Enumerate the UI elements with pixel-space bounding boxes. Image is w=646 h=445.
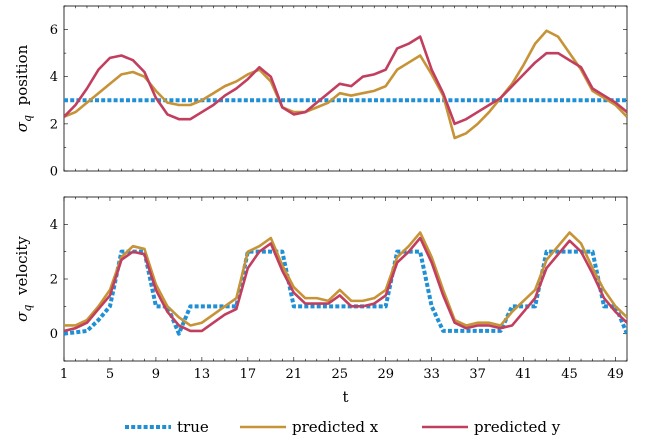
- x-tick-label: 37: [469, 367, 486, 382]
- y-tick-label: 2: [50, 117, 58, 132]
- y-axis-label: σq velocity: [13, 236, 34, 322]
- y-tick-label: 4: [50, 218, 58, 233]
- x-tick-label: 9: [152, 367, 160, 382]
- panel-position: 0 2 4 6 σq position: [13, 5, 628, 180]
- x-tick-label: 49: [607, 367, 624, 382]
- series-line-predicted-x-position: [64, 29, 627, 140]
- series-line-predicted-x-velocity: [64, 231, 627, 327]
- x-tick-label: 25: [331, 367, 348, 382]
- x-tick-label: 21: [286, 367, 303, 382]
- legend: true predicted x predicted y: [125, 418, 561, 436]
- x-axis-label: t: [342, 388, 348, 406]
- x-tick-label: 41: [515, 367, 532, 382]
- y-tick-label: 6: [50, 23, 58, 38]
- x-tick-label: 5: [106, 367, 114, 382]
- series-line-true-velocity: [64, 249, 627, 336]
- legend-label-predicted-y: predicted y: [474, 418, 561, 436]
- y-tick-label: 0: [50, 327, 58, 342]
- series-line-predicted-y-velocity: [64, 236, 627, 333]
- series-line-predicted-y-position: [64, 35, 627, 126]
- plot-frame: [63, 5, 628, 172]
- legend-label-true: true: [177, 418, 209, 436]
- x-tick-label: 1: [60, 367, 68, 382]
- y-axis-label: σq position: [13, 44, 34, 132]
- legend-label-predicted-x: predicted x: [292, 418, 379, 436]
- y-tick-label: 2: [50, 273, 58, 288]
- x-tick-label: 45: [561, 367, 578, 382]
- x-tick-label: 13: [194, 367, 211, 382]
- y-tick-label: 4: [50, 70, 58, 85]
- y-tick-label: 0: [50, 165, 58, 180]
- x-tick-label: 29: [377, 367, 394, 382]
- x-tick-label: 33: [423, 367, 440, 382]
- x-tick-label: 17: [240, 367, 257, 382]
